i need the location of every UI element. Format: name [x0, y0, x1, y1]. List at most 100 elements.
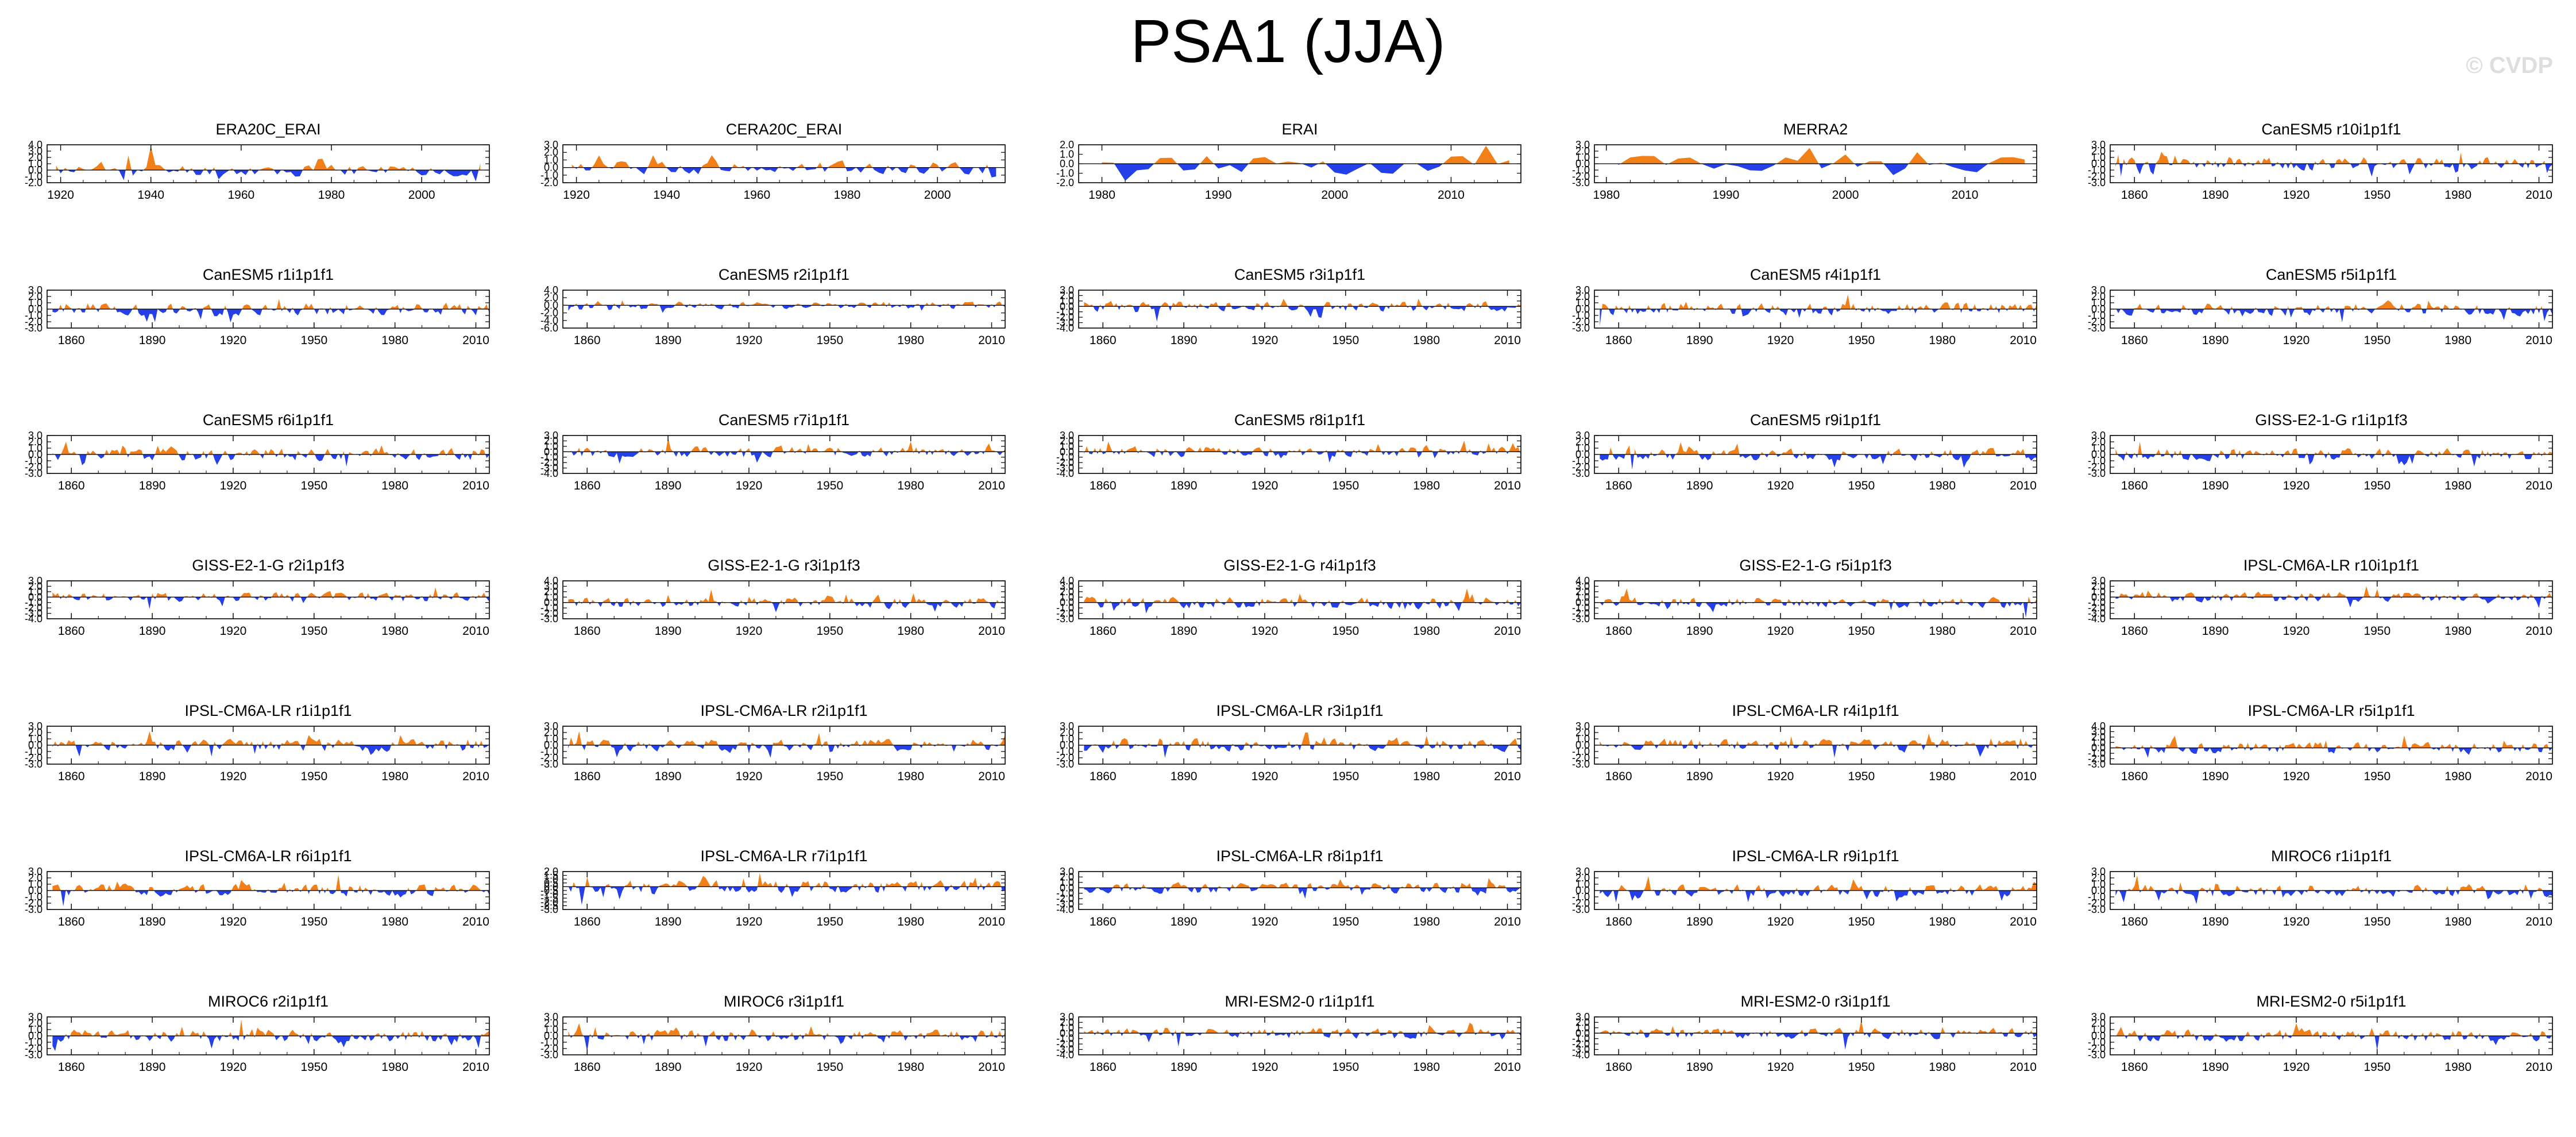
x-tick-label: 2000 [408, 188, 435, 202]
x-tick-label: 1920 [1252, 1061, 1279, 1074]
y-tick-label: 1.0 [544, 873, 558, 885]
y-tick-label: 2.0 [544, 727, 558, 738]
positive-area [52, 874, 489, 891]
y-tick-label: 2.0 [2091, 436, 2106, 448]
y-tick-label: 4.0 [1060, 575, 1074, 587]
plot-frame [562, 871, 1006, 910]
y-tick-label: -2.0 [25, 602, 43, 614]
y-tick-label: 0.0 [2091, 742, 2106, 754]
x-tick-label: 1860 [58, 770, 85, 783]
x-tick-label: 1950 [2363, 1061, 2390, 1074]
y-tick-label: 0.0 [2091, 885, 2106, 896]
x-tick-label: 2010 [2525, 915, 2552, 928]
panel-title: CanESM5 r6i1p1f1 [203, 411, 334, 429]
x-tick-label: 1890 [655, 915, 682, 928]
y-tick-label: -3.0 [540, 1049, 558, 1061]
y-tick-label: -2.0 [1056, 1038, 1074, 1050]
x-tick-label: 2010 [2010, 770, 2037, 783]
x-tick-label: 2010 [2525, 770, 2552, 783]
x-tick-label: 1920 [1767, 334, 1794, 347]
panel-title: MRI-ESM2-0 r3i1p1f1 [1740, 993, 1890, 1010]
x-tick-label: 1950 [300, 334, 327, 347]
y-tick-label: 0.0 [544, 446, 558, 457]
x-tick-label: 1890 [139, 1061, 166, 1074]
x-tick-label: 1860 [574, 1061, 601, 1074]
x-tick-label: 2000 [924, 188, 951, 202]
y-tick-label: -3.0 [2088, 177, 2106, 188]
y-tick-label: 2.0 [2091, 731, 2106, 743]
x-tick-label: 1950 [1332, 1061, 1359, 1074]
y-tick-label: -1.0 [1056, 746, 1074, 757]
x-tick-label: 1950 [1332, 479, 1359, 492]
y-tick-label: -2.0 [2088, 461, 2106, 473]
x-tick-label: 2010 [462, 625, 489, 638]
y-tick-label: 1.0 [1575, 442, 1590, 454]
y-tick-label: -1.0 [25, 746, 43, 757]
x-tick-label: 1920 [2283, 625, 2310, 638]
positive-area [1084, 298, 1521, 307]
x-tick-label: 1980 [1929, 915, 1956, 928]
x-tick-label: 1980 [2444, 625, 2471, 638]
x-tick-label: 1920 [220, 1061, 247, 1074]
x-tick-label: 1890 [655, 1061, 682, 1074]
y-tick-label: 3.0 [1060, 720, 1074, 732]
y-tick-label: -2.0 [1056, 311, 1074, 323]
panel-title: CanESM5 r1i1p1f1 [203, 266, 334, 283]
y-tick-label: -3.0 [2088, 468, 2106, 479]
y-tick-label: 0.0 [28, 1030, 43, 1042]
y-tick-label: 3.0 [2091, 726, 2106, 737]
positive-area [1084, 733, 1521, 745]
y-tick-label: 0.0 [2091, 158, 2106, 169]
y-tick-label: -1.0 [1572, 746, 1590, 757]
x-tick-label: 1950 [1848, 915, 1875, 928]
x-tick-label: 1890 [1171, 770, 1198, 783]
y-tick-label: -3.0 [1056, 758, 1074, 770]
y-tick-label: -1.0 [540, 169, 558, 181]
negative-area [1084, 888, 1521, 899]
y-tick-label: 0.5 [544, 877, 558, 889]
y-tick-label: 0.0 [2091, 591, 2106, 603]
x-tick-label: 2010 [978, 625, 1005, 638]
negative-area [1084, 306, 1521, 322]
y-tick-label: 3.0 [1575, 866, 1590, 877]
y-tick-label: 1.0 [28, 1024, 43, 1035]
chart-panel: CanESM5 r8i1p1f1 3.02.01.00.0-1.0-2.0-3.0… [1056, 411, 1521, 492]
x-tick-label: 1860 [1090, 915, 1117, 928]
y-tick-label: -4.0 [1056, 322, 1074, 334]
x-tick-label: 1950 [816, 334, 843, 347]
panel-title: IPSL-CM6A-LR r8i1p1f1 [1216, 847, 1383, 865]
x-tick-label: 1990 [1205, 188, 1232, 202]
y-tick-label: 2.0 [2091, 580, 2106, 592]
y-tick-label: -1.0 [1572, 455, 1590, 467]
y-tick-label: 0.0 [1060, 158, 1074, 169]
x-tick-label: 1860 [1605, 334, 1632, 347]
y-tick-label: 3.0 [28, 284, 43, 296]
x-tick-label: 1990 [1713, 188, 1740, 202]
y-tick-label: 1.0 [1575, 297, 1590, 309]
y-tick-label: 0.0 [544, 881, 558, 892]
y-tick-label: 3.0 [2091, 866, 2106, 877]
x-tick-label: 1980 [381, 334, 408, 347]
chart-panel: CanESM5 r4i1p1f1 3.02.01.00.0-1.0-2.0-3.0… [1572, 266, 2037, 347]
panel-title: IPSL-CM6A-LR r1i1p1f1 [184, 702, 352, 719]
y-tick-label: -2.0 [540, 307, 558, 319]
y-tick-label: -3.0 [1572, 322, 1590, 334]
x-tick-label: 1980 [1593, 188, 1620, 202]
y-tick-label: 2.0 [1575, 727, 1590, 738]
y-tick-label: 3.0 [2091, 284, 2106, 296]
y-tick-label: 3.0 [544, 139, 558, 151]
y-tick-label: 2.0 [1575, 1016, 1590, 1028]
y-tick-label: 2.0 [2091, 872, 2106, 884]
y-tick-label: 2.0 [1060, 586, 1074, 598]
x-tick-label: 1890 [1171, 625, 1198, 638]
x-tick-label: 1980 [381, 915, 408, 928]
chart-panel: IPSL-CM6A-LR r5i1p1f1 4.03.02.01.00.0-1.0… [2088, 702, 2553, 783]
x-tick-label: 1980 [381, 1061, 408, 1074]
y-tick-label: -3.0 [2088, 1049, 2106, 1061]
y-tick-label: -2.0 [2088, 897, 2106, 909]
x-tick-label: 1890 [655, 625, 682, 638]
y-tick-label: -1.0 [2088, 164, 2106, 176]
panel-title: CERA20C_ERAI [726, 121, 843, 138]
y-tick-label: 0.0 [1575, 885, 1590, 896]
x-tick-label: 2010 [978, 770, 1005, 783]
